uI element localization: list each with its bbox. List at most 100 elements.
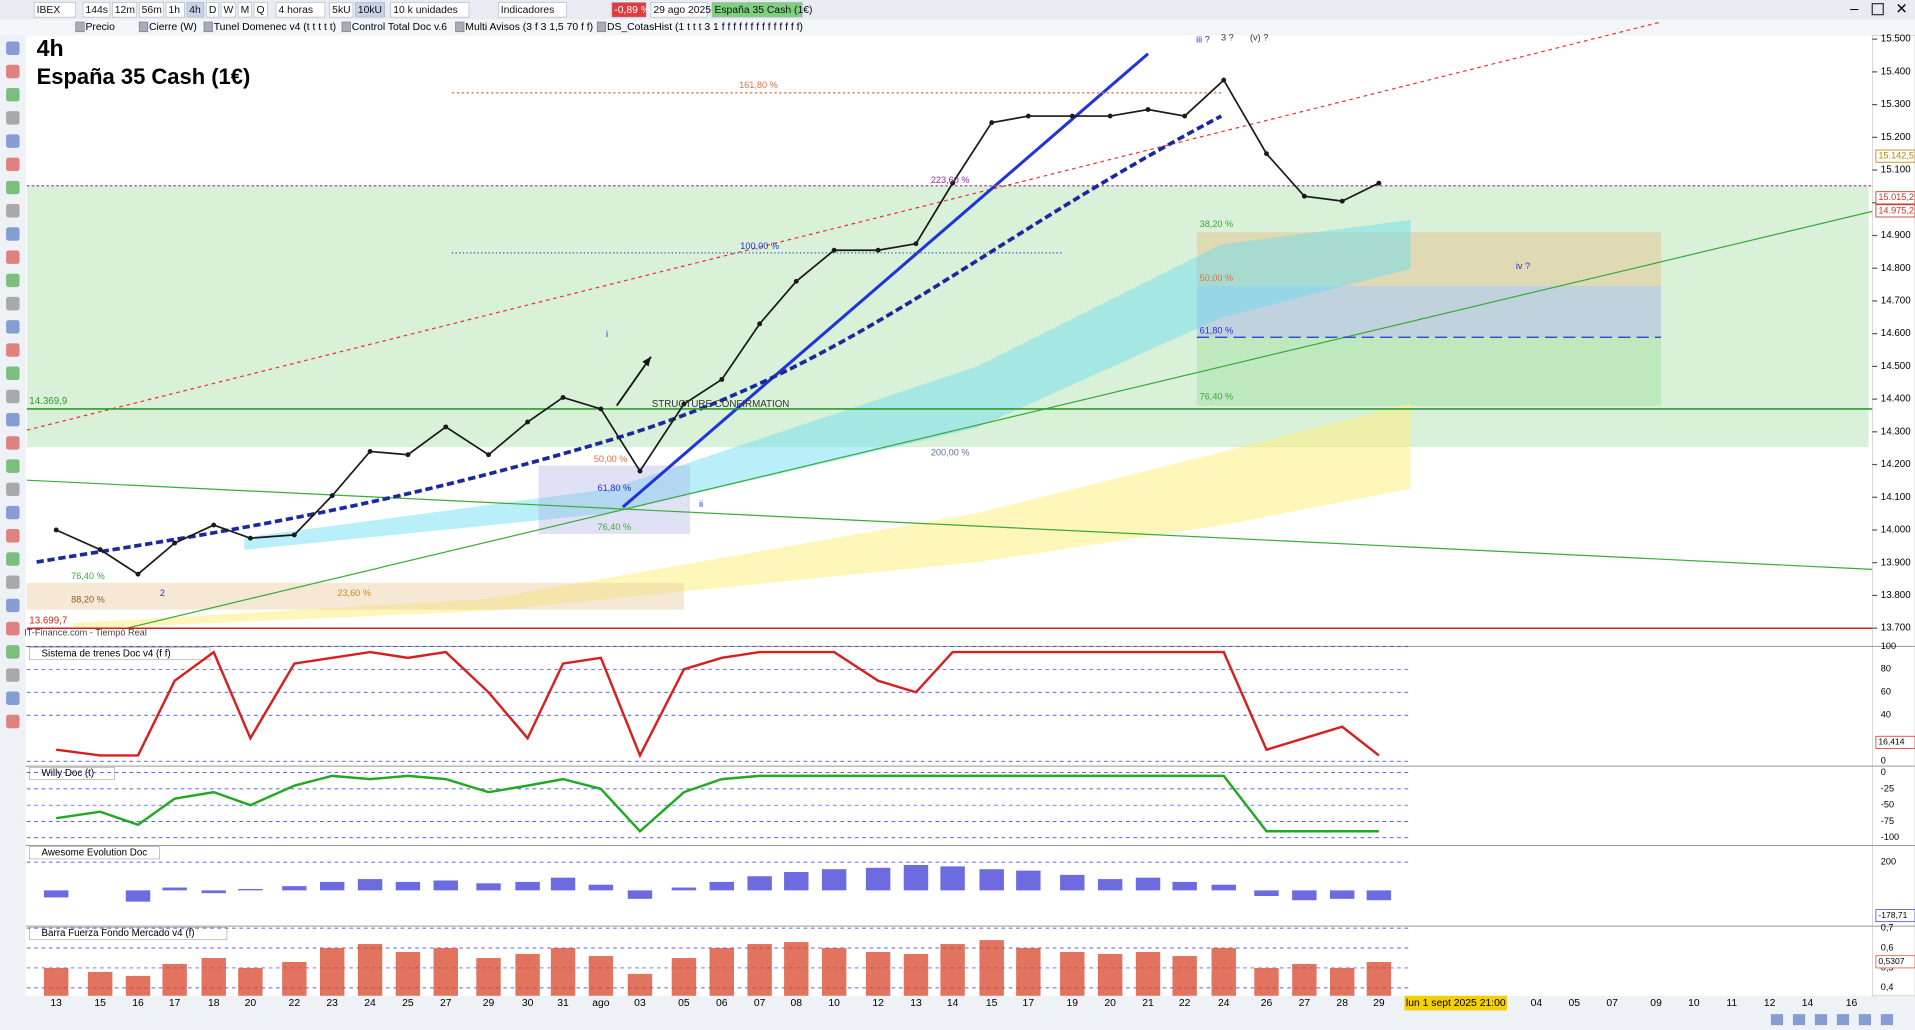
tool-icon[interactable] xyxy=(6,645,20,659)
tool-icon[interactable] xyxy=(6,64,20,79)
toolbar-label[interactable]: 144s xyxy=(85,5,107,16)
toolbar-label[interactable]: España 35 Cash (1€) xyxy=(714,5,812,16)
toolbar-label[interactable]: W xyxy=(223,5,233,16)
toolbar-label[interactable]: 1h xyxy=(169,5,181,16)
tool-icon[interactable] xyxy=(6,459,20,473)
oscillator-bar xyxy=(476,883,501,891)
tool-icon[interactable] xyxy=(6,621,20,636)
indicator-label[interactable]: Multi Avisos (3 f 3 1,5 70 f f) xyxy=(465,22,593,33)
zone xyxy=(1196,232,1661,286)
indicator-chip[interactable] xyxy=(455,21,465,33)
tool-icon[interactable] xyxy=(6,41,20,55)
toolbar-label[interactable]: 5kU xyxy=(332,5,350,16)
tool-icon[interactable] xyxy=(6,668,20,682)
tool-icon[interactable] xyxy=(6,134,20,148)
tool-icon[interactable] xyxy=(6,529,20,543)
tool-icon[interactable] xyxy=(6,157,20,172)
toolbar-label[interactable]: 12m xyxy=(115,5,135,16)
toolbar-label[interactable]: -0,89 % xyxy=(614,5,650,16)
tool-icon[interactable] xyxy=(6,436,20,450)
toolbar-label[interactable]: 4 horas xyxy=(278,5,313,16)
toolbar-button[interactable] xyxy=(355,2,386,18)
tool-icon[interactable] xyxy=(6,505,20,520)
close[interactable]: ✕ xyxy=(1895,2,1907,18)
toolbar-button[interactable] xyxy=(390,2,470,18)
toolbar-label[interactable]: 10kU xyxy=(358,5,382,16)
tool-icon[interactable] xyxy=(6,296,20,311)
toolbar-label[interactable]: Indicadores xyxy=(501,5,555,16)
tool-icon[interactable] xyxy=(6,691,20,705)
tool-icon[interactable] xyxy=(6,320,20,334)
toolbar-button[interactable] xyxy=(33,2,77,18)
indicator-chip[interactable] xyxy=(341,21,351,33)
toolbar-button[interactable] xyxy=(165,2,185,18)
tool-icon[interactable] xyxy=(6,366,20,380)
toolbar-button[interactable] xyxy=(186,2,205,18)
indicator-chip[interactable] xyxy=(75,21,85,33)
indicator-label[interactable]: Cierre (W) xyxy=(149,22,197,33)
maximize[interactable] xyxy=(1871,3,1884,16)
price-point xyxy=(793,278,799,284)
indicator-label[interactable]: Precio xyxy=(85,22,115,33)
indicator-label[interactable]: Control Total Doc v.6 xyxy=(352,22,448,33)
toolbar-label[interactable]: D xyxy=(209,5,216,16)
indicator-chip[interactable] xyxy=(138,21,149,33)
tool-icon[interactable] xyxy=(6,389,20,404)
tool-icon[interactable] xyxy=(6,482,20,497)
indicator-label[interactable]: DS_CotasHist (1 t t t 3 1 f f f f f f f … xyxy=(607,22,803,33)
nav-icon[interactable] xyxy=(1836,1014,1850,1026)
indicator-chip[interactable] xyxy=(596,21,607,33)
annotation: 100,00 % xyxy=(740,241,779,251)
oscillator-bar xyxy=(201,890,226,894)
toolbar-button[interactable] xyxy=(497,2,567,18)
tool-icon[interactable] xyxy=(6,714,20,729)
indicator-chip[interactable] xyxy=(203,21,213,33)
oscillator-bar xyxy=(1060,952,1085,996)
toolbar-button[interactable] xyxy=(220,2,237,18)
price-point xyxy=(486,452,491,458)
nav-icon[interactable] xyxy=(1792,1014,1806,1026)
y-tick-label: 14.600 xyxy=(1881,328,1911,339)
tool-icon[interactable] xyxy=(6,575,20,589)
x-tick-label: 29 xyxy=(483,998,495,1009)
toolbar-label[interactable]: M xyxy=(241,5,250,16)
toolbar-label[interactable]: 10 k unidades xyxy=(393,5,458,16)
nav-icon[interactable] xyxy=(1814,1014,1828,1026)
tool-icon[interactable] xyxy=(6,204,20,218)
toolbar-button[interactable] xyxy=(206,2,219,18)
tool-icon[interactable] xyxy=(6,552,20,566)
tool-icon[interactable] xyxy=(6,111,20,125)
toolbar-button[interactable] xyxy=(329,2,354,18)
toolbar-button[interactable] xyxy=(82,2,111,18)
toolbar-button[interactable] xyxy=(711,2,803,18)
nav-icon[interactable] xyxy=(1770,1014,1784,1026)
toolbar-label[interactable]: 4h xyxy=(189,5,201,16)
toolbar-button[interactable] xyxy=(650,2,708,18)
tool-icon[interactable] xyxy=(6,273,20,288)
tool-icon[interactable] xyxy=(6,412,20,427)
toolbar-label[interactable]: 56m xyxy=(142,5,162,16)
tool-icon[interactable] xyxy=(6,180,20,195)
toolbar-label[interactable]: 29 ago 2025 xyxy=(653,5,711,16)
tool-icon[interactable] xyxy=(6,87,20,102)
indicator-label[interactable]: Tunel Domenec v4 (t t t t t) xyxy=(214,22,336,33)
toolbar-button[interactable] xyxy=(275,2,326,18)
toolbar-label[interactable]: IBEX xyxy=(37,5,61,16)
toolbar-button[interactable] xyxy=(237,2,252,18)
x-tick-label: 07 xyxy=(1606,998,1618,1009)
nav-icon[interactable] xyxy=(1880,1014,1894,1026)
toolbar-label[interactable]: Q xyxy=(256,5,264,16)
window-controls[interactable]: – ✕ xyxy=(1850,2,1907,18)
toolbar-button[interactable] xyxy=(253,2,268,18)
nav-icon[interactable] xyxy=(1858,1014,1872,1026)
toolbar-button[interactable] xyxy=(112,2,138,18)
tool-icon[interactable] xyxy=(6,598,20,613)
panel-tick-label: -100 xyxy=(1881,832,1899,842)
tool-icon[interactable] xyxy=(6,227,20,241)
x-tick-label: 27 xyxy=(1299,998,1311,1009)
tool-icon[interactable] xyxy=(6,250,20,264)
tool-icon[interactable] xyxy=(6,343,20,357)
minimize[interactable]: – xyxy=(1850,2,1859,18)
toolbar-button[interactable] xyxy=(138,2,164,18)
toolbar-button[interactable] xyxy=(611,2,647,18)
